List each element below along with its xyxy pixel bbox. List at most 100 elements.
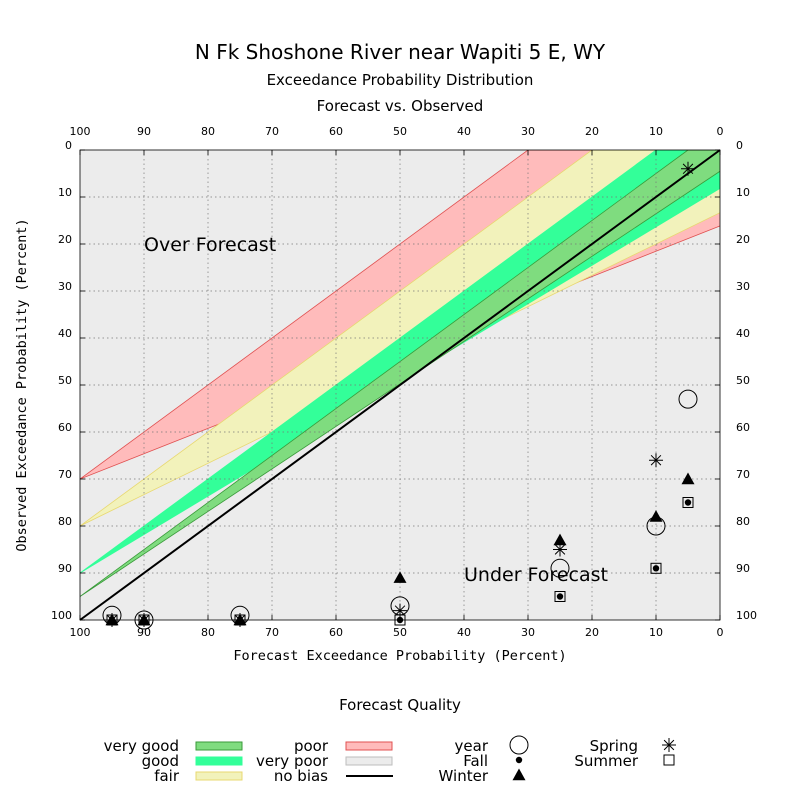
x-tick-label: 30 [521, 626, 535, 639]
point-spring [681, 161, 695, 176]
legend-marker-summer [663, 754, 675, 766]
point-spring [553, 542, 567, 557]
legend-label-no-bias: no bias [274, 767, 328, 785]
y-tick-label-right: 90 [736, 562, 750, 575]
legend-label-summer: Summer [574, 752, 638, 770]
point-summer [394, 614, 406, 626]
point-winter [553, 533, 567, 546]
x-tick-label-top: 80 [201, 125, 215, 138]
point-summer [554, 591, 566, 602]
y-tick-label-right: 40 [736, 327, 750, 340]
point-summer [106, 614, 118, 626]
x-tick-label-top: 0 [717, 125, 724, 138]
point-summer [682, 497, 694, 508]
y-tick-label-right: 30 [736, 280, 750, 293]
x-tick-label: 60 [329, 626, 343, 639]
y-tick-label: 90 [58, 562, 72, 575]
x-tick-label: 20 [585, 626, 599, 639]
x-tick-label: 90 [137, 626, 151, 639]
y-tick-label: 40 [58, 327, 72, 340]
y-tick-label: 0 [65, 139, 72, 152]
point-fall [396, 616, 404, 624]
point-summer [650, 562, 662, 574]
legend-marker-year [509, 735, 529, 755]
x-tick-label-top: 60 [329, 125, 343, 138]
chart-title: N Fk Shoshone River near Wapiti 5 E, WY [194, 40, 606, 64]
legend-label-winter: Winter [439, 767, 489, 785]
legend-label-fair: fair [154, 767, 180, 785]
x-tick-label: 10 [649, 626, 663, 639]
legend-swatch-fair [195, 771, 243, 781]
legend-swatch-good [195, 756, 243, 766]
y-tick-label-right: 70 [736, 468, 750, 481]
point-spring [137, 613, 151, 627]
x-tick-label-top: 30 [521, 125, 535, 138]
point-spring [649, 453, 663, 468]
y-tick-label-right: 20 [736, 233, 750, 246]
x-tick-label-top: 10 [649, 125, 663, 138]
y-tick-label: 70 [58, 468, 72, 481]
y-tick-label-right: 0 [736, 139, 743, 152]
point-winter [681, 472, 695, 485]
point-fall [556, 593, 564, 600]
x-tick-label-top: 70 [265, 125, 279, 138]
y-tick-label-right: 80 [736, 515, 750, 528]
x-tick-label-top: 100 [70, 125, 91, 138]
y-tick-label: 100 [51, 609, 72, 622]
legend-swatch-very-good [195, 741, 243, 751]
legend-title: Forecast Quality [339, 696, 461, 714]
point-summer [234, 614, 246, 626]
x-tick-label: 40 [457, 626, 471, 639]
x-tick-label: 50 [393, 626, 407, 639]
x-tick-label-top: 50 [393, 125, 407, 138]
point-winter [649, 510, 663, 522]
legend-label-year: year [455, 737, 489, 755]
y-tick-label: 10 [58, 186, 72, 199]
legend-label-good: good [142, 752, 179, 770]
x-tick-label: 100 [70, 626, 91, 639]
legend-swatch-poor [345, 741, 393, 751]
legend-marker-spring [662, 738, 676, 752]
annotation-over-forecast: Over Forecast [144, 234, 276, 256]
x-tick-label: 0 [717, 626, 724, 639]
legend-label-very-good: very good [104, 737, 179, 755]
y-tick-label: 30 [58, 280, 72, 293]
point-spring [105, 613, 119, 627]
x-tick-label-top: 90 [137, 125, 151, 138]
chart-subtitle-2: Forecast vs. Observed [316, 97, 484, 115]
point-spring [393, 603, 407, 618]
x-tick-label-top: 40 [457, 125, 471, 138]
annotation-under-forecast: Under Forecast [464, 564, 608, 586]
point-year [678, 389, 698, 409]
legend-label-poor: poor [294, 737, 329, 755]
y-tick-label-right: 60 [736, 421, 750, 434]
no-bias-line [79, 149, 721, 621]
point-fall [684, 499, 692, 506]
point-fall [652, 565, 660, 572]
legend-label-very-poor: very poor [256, 752, 329, 770]
x-axis-label: Forecast Exceedance Probability (Percent… [233, 648, 566, 664]
y-tick-label: 20 [58, 233, 72, 246]
x-tick-label: 80 [201, 626, 215, 639]
legend-swatch-very-poor [345, 756, 393, 766]
point-spring [233, 613, 247, 627]
legend-label-fall: Fall [463, 752, 488, 770]
y-tick-label: 50 [58, 374, 72, 387]
legend-label-spring: Spring [590, 737, 638, 755]
chart-subtitle: Exceedance Probability Distribution [266, 71, 534, 89]
y-tick-label-right: 10 [736, 186, 750, 199]
x-tick-label: 70 [265, 626, 279, 639]
y-axis-label: Observed Exceedance Probability (Percent… [14, 218, 30, 551]
y-tick-label: 60 [58, 421, 72, 434]
y-tick-label-right: 100 [736, 609, 757, 622]
point-summer [138, 614, 150, 626]
point-winter [393, 571, 407, 583]
point-year [134, 610, 154, 630]
x-tick-label-top: 20 [585, 125, 599, 138]
legend-marker-fall [515, 756, 523, 764]
y-tick-label-right: 50 [736, 374, 750, 387]
point-year [550, 558, 570, 578]
y-tick-label: 80 [58, 515, 72, 528]
legend-marker-winter [512, 768, 526, 781]
